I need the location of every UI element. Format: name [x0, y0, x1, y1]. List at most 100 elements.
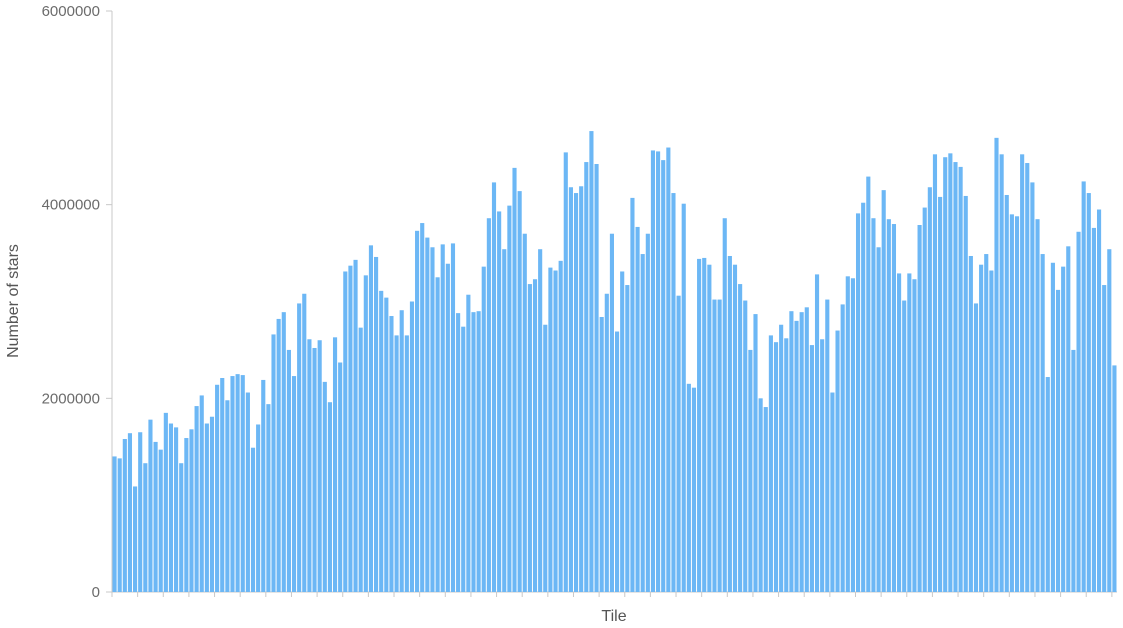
bar[interactable]: [225, 400, 230, 592]
bar[interactable]: [332, 337, 338, 592]
bar[interactable]: [420, 223, 425, 592]
bar[interactable]: [625, 285, 630, 592]
bar[interactable]: [979, 264, 984, 592]
bar[interactable]: [215, 384, 220, 592]
bar[interactable]: [599, 316, 604, 592]
bar[interactable]: [430, 247, 435, 592]
bar[interactable]: [184, 438, 189, 592]
bar[interactable]: [1045, 377, 1050, 592]
bar[interactable]: [850, 278, 855, 592]
bar[interactable]: [727, 255, 732, 593]
bar[interactable]: [594, 164, 599, 592]
bar[interactable]: [953, 162, 958, 592]
bar[interactable]: [353, 259, 358, 592]
bar[interactable]: [579, 186, 584, 592]
bar[interactable]: [876, 247, 881, 592]
bar[interactable]: [558, 260, 563, 592]
bar[interactable]: [240, 375, 245, 592]
bar[interactable]: [763, 407, 768, 592]
bar[interactable]: [707, 264, 712, 592]
bar[interactable]: [507, 205, 512, 592]
bar[interactable]: [963, 195, 968, 592]
bar[interactable]: [604, 293, 609, 592]
bar[interactable]: [984, 254, 989, 593]
bar[interactable]: [886, 219, 891, 592]
bar[interactable]: [138, 432, 143, 592]
bar[interactable]: [1091, 227, 1096, 592]
bar[interactable]: [497, 211, 502, 592]
bar[interactable]: [615, 331, 620, 592]
bar[interactable]: [666, 147, 671, 592]
bar[interactable]: [476, 311, 481, 592]
bar[interactable]: [204, 423, 209, 592]
bar[interactable]: [261, 379, 266, 592]
bar[interactable]: [840, 304, 845, 592]
bar[interactable]: [732, 264, 738, 592]
bar[interactable]: [1076, 231, 1081, 592]
bar[interactable]: [830, 392, 835, 592]
bar[interactable]: [994, 137, 999, 592]
bar[interactable]: [174, 427, 179, 592]
bar[interactable]: [917, 225, 922, 592]
bar[interactable]: [640, 254, 645, 593]
bar[interactable]: [327, 402, 332, 592]
bar[interactable]: [943, 157, 948, 592]
bar[interactable]: [650, 150, 656, 592]
bar[interactable]: [317, 340, 322, 592]
bar[interactable]: [722, 218, 727, 592]
bar[interactable]: [1009, 214, 1014, 592]
bar[interactable]: [250, 447, 256, 592]
bar[interactable]: [973, 303, 979, 592]
bar[interactable]: [1014, 216, 1020, 593]
bar[interactable]: [1107, 249, 1112, 592]
bar[interactable]: [645, 233, 650, 592]
bar[interactable]: [143, 463, 148, 592]
bar[interactable]: [897, 273, 902, 592]
bar[interactable]: [404, 335, 409, 592]
bar[interactable]: [681, 203, 686, 592]
bar[interactable]: [127, 433, 133, 592]
bar[interactable]: [235, 374, 240, 593]
bar[interactable]: [158, 449, 163, 592]
bar[interactable]: [768, 335, 773, 592]
bar[interactable]: [712, 299, 717, 592]
bar[interactable]: [1040, 254, 1045, 593]
bar[interactable]: [450, 243, 456, 592]
bar[interactable]: [440, 244, 445, 592]
bar[interactable]: [297, 303, 302, 592]
bar[interactable]: [958, 166, 963, 592]
bar[interactable]: [153, 441, 158, 592]
bar[interactable]: [312, 347, 317, 592]
bar[interactable]: [209, 416, 215, 592]
bar[interactable]: [1102, 285, 1107, 592]
bar[interactable]: [717, 299, 722, 592]
bar[interactable]: [348, 265, 353, 592]
bar[interactable]: [379, 290, 384, 592]
bar[interactable]: [1061, 266, 1066, 592]
bar[interactable]: [527, 284, 532, 592]
bar[interactable]: [799, 312, 804, 592]
bar[interactable]: [471, 312, 476, 592]
bar[interactable]: [399, 310, 404, 592]
bar[interactable]: [363, 275, 368, 592]
bar[interactable]: [179, 463, 184, 592]
bar[interactable]: [809, 345, 814, 592]
bar[interactable]: [1112, 365, 1117, 592]
bar[interactable]: [927, 187, 932, 593]
bar[interactable]: [291, 376, 297, 592]
bar[interactable]: [630, 197, 635, 592]
bar[interactable]: [753, 314, 758, 592]
bar[interactable]: [938, 196, 943, 593]
bar[interactable]: [999, 154, 1004, 592]
bar[interactable]: [368, 245, 374, 592]
bar[interactable]: [543, 324, 548, 592]
bar[interactable]: [271, 334, 276, 592]
bar[interactable]: [302, 293, 307, 592]
bar[interactable]: [784, 338, 789, 592]
bar[interactable]: [1066, 246, 1071, 592]
bar[interactable]: [702, 257, 707, 592]
bar[interactable]: [804, 307, 809, 592]
bar[interactable]: [861, 202, 866, 593]
bar[interactable]: [932, 154, 938, 592]
bar[interactable]: [1081, 181, 1086, 592]
